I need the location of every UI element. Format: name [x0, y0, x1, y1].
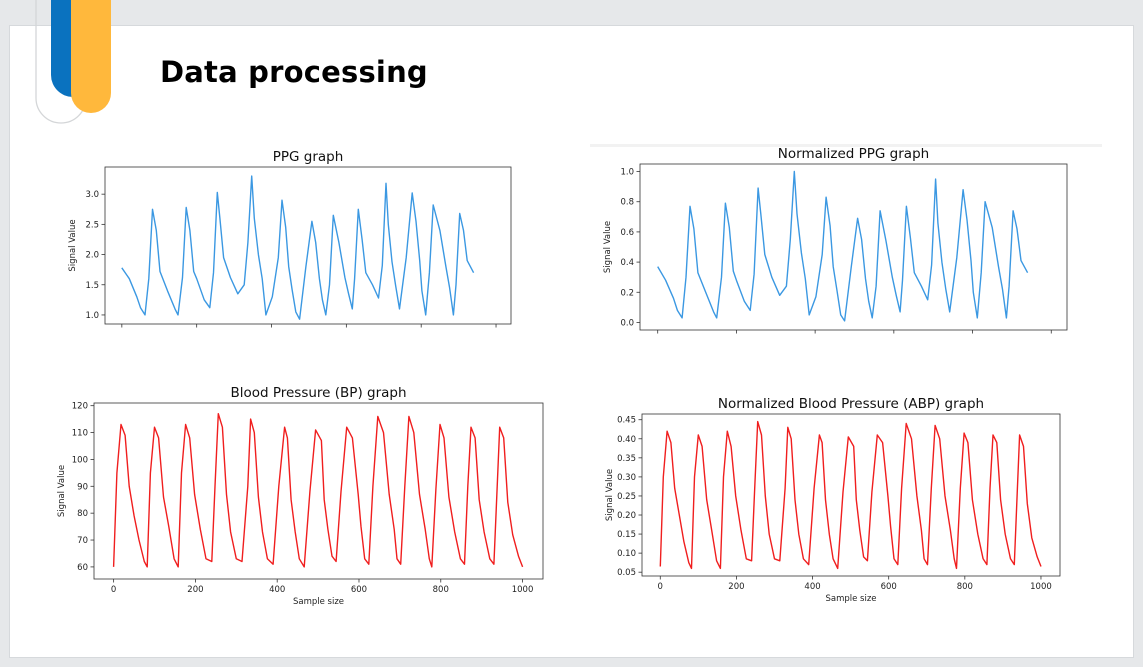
- deco-yellow-shape: [71, 0, 111, 113]
- nbp-svg: Normalized Blood Pressure (ABP) graph 0.0…: [605, 396, 1061, 604]
- y-tick-label: 60: [77, 563, 88, 573]
- plot-frame: [93, 402, 544, 580]
- divider: [590, 144, 1102, 147]
- ppg-svg: PPG graph 1.0 1.5 2.0 2.5 3.0 Signal Value: [68, 149, 512, 328]
- series-line: [659, 420, 1042, 570]
- plot-frame: [104, 166, 512, 325]
- x-axis-label: Sample size: [293, 597, 344, 607]
- x-tick-label: 0: [658, 582, 663, 592]
- y-tick-label: 0.6: [620, 228, 634, 238]
- y-tick-label: 80: [77, 509, 88, 519]
- normalized-ppg-chart: Normalized PPG graph 0.0 0.2 0.4 0.6 0.8 1.0 Si…: [590, 143, 1080, 338]
- y-tick-label: 90: [77, 482, 88, 492]
- y-tick-label: 3.0: [85, 190, 99, 200]
- x-tick-label: 1000: [512, 585, 534, 595]
- y-tick-label: 1.0: [85, 311, 99, 321]
- x-tick-label: 600: [351, 585, 367, 595]
- plot-frame: [641, 413, 1061, 577]
- x-tick-label: 1000: [1030, 582, 1052, 592]
- y-tick-label: 0.35: [617, 454, 636, 464]
- chart-title: Normalized Blood Pressure (ABP) graph: [718, 396, 984, 412]
- page-title: Data processing: [160, 55, 428, 89]
- y-tick-label: 2.0: [85, 251, 99, 261]
- nppg-svg: Normalized PPG graph 0.0 0.2 0.4 0.6 0.8 1.0 Si…: [603, 146, 1068, 334]
- series-line: [121, 175, 475, 320]
- y-tick-label: 0.10: [617, 549, 636, 559]
- ppg-chart: PPG graph 1.0 1.5 2.0 2.5 3.0 Signal Value: [60, 145, 520, 335]
- x-tick-label: 400: [804, 582, 820, 592]
- series-line: [657, 170, 1029, 322]
- blood-pressure-chart: Blood Pressure (BP) graph 60 70 80 90 100 110 1…: [50, 382, 550, 610]
- chart-title: Blood Pressure (BP) graph: [230, 385, 406, 401]
- y-tick-label: 0.30: [617, 473, 636, 483]
- bp-svg: Blood Pressure (BP) graph 60 70 80 90 100 110 1…: [57, 385, 544, 607]
- y-tick-label: 0.20: [617, 511, 636, 521]
- y-tick-label: 120: [72, 402, 88, 412]
- x-tick-label: 800: [433, 585, 449, 595]
- plot-frame: [639, 163, 1068, 331]
- y-tick-label: 0.05: [617, 568, 636, 578]
- x-tick-label: 800: [957, 582, 973, 592]
- slide-canvas: [10, 26, 1133, 657]
- x-tick-label: 400: [269, 585, 285, 595]
- y-tick-label: 0.8: [620, 198, 634, 208]
- x-axis-label: Sample size: [825, 594, 876, 604]
- x-tick-label: 200: [187, 585, 203, 595]
- y-tick-label: 2.5: [85, 220, 99, 230]
- y-axis-label: Signal Value: [57, 465, 67, 517]
- y-axis-label: Signal Value: [603, 221, 613, 273]
- y-tick-label: 0.45: [617, 416, 636, 426]
- normalized-abp-chart: Normalized Blood Pressure (ABP) graph 0.0…: [600, 395, 1070, 613]
- x-tick-label: 600: [881, 582, 897, 592]
- y-tick-label: 1.0: [620, 168, 634, 178]
- x-tick-label: 0: [111, 585, 116, 595]
- y-tick-label: 0.0: [620, 318, 634, 328]
- y-tick-label: 1.5: [85, 281, 99, 291]
- y-tick-label: 70: [77, 536, 88, 546]
- y-tick-label: 100: [72, 455, 88, 465]
- y-axis-label: Signal Value: [68, 219, 78, 271]
- decorative-logo: [35, 0, 111, 124]
- y-tick-label: 110: [72, 429, 88, 439]
- chart-title: PPG graph: [273, 149, 344, 165]
- y-axis-label: Signal Value: [605, 469, 615, 521]
- series-line: [112, 413, 524, 568]
- x-tick-label: 200: [728, 582, 744, 592]
- y-tick-label: 0.15: [617, 530, 636, 540]
- y-tick-label: 0.25: [617, 492, 636, 502]
- y-tick-label: 0.40: [617, 435, 636, 445]
- y-tick-label: 0.2: [620, 288, 634, 298]
- y-tick-label: 0.4: [620, 258, 634, 268]
- chart-title: Normalized PPG graph: [778, 146, 929, 162]
